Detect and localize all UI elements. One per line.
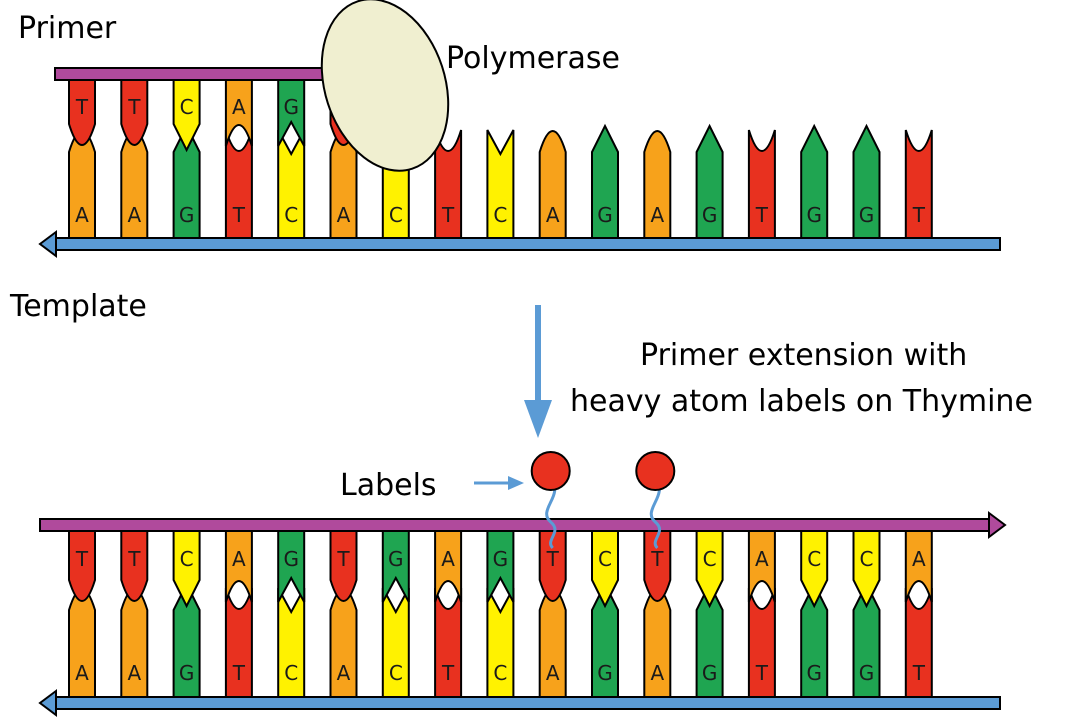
bottom-primer-base-letter: T	[75, 547, 89, 571]
polymerase-shape	[320, 0, 450, 172]
bottom-primer-base-letter: G	[493, 547, 509, 571]
bottom-template-base-letter: G	[597, 661, 613, 685]
process-down-arrow	[524, 305, 552, 438]
top-template-base-letter: T	[232, 203, 246, 227]
extension-caption-line1: Primer extension with	[640, 338, 967, 373]
top-template-base-A	[538, 130, 567, 241]
bottom-primer-base-T	[329, 529, 358, 602]
top-template-base-letter: G	[702, 203, 718, 227]
top-template-base-letter: A	[337, 203, 351, 227]
top-template-base-letter: G	[597, 203, 613, 227]
bottom-primer-base-letter: G	[283, 547, 299, 571]
top-template-base-letter: T	[755, 203, 769, 227]
bottom-template-base-letter: A	[650, 661, 664, 685]
top-template-arrow	[38, 230, 1001, 258]
bottom-primer-base-A	[434, 529, 463, 603]
top-template-base-letter: A	[75, 203, 89, 227]
bottom-primer-base-letter: C	[598, 547, 612, 571]
bottom-template-base-letter: C	[284, 661, 298, 685]
top-template-base-T	[904, 129, 933, 241]
top-primer-base-letter: A	[232, 95, 246, 119]
bottom-primer-base-letter: C	[860, 547, 874, 571]
bottom-template-base-letter: G	[806, 661, 822, 685]
bottom-template-base-letter: A	[75, 661, 89, 685]
bottom-template-base-letter: T	[232, 661, 246, 685]
top-primer-base-letter: T	[127, 95, 141, 119]
labels-pointer-arrow	[474, 476, 524, 490]
bottom-primer-arrow	[39, 511, 1007, 539]
bottom-primer-base-letter: C	[807, 547, 821, 571]
bottom-template-base-letter: A	[546, 661, 560, 685]
bottom-primer-base-letter: C	[703, 547, 717, 571]
bottom-template-base-letter: T	[912, 661, 926, 685]
template-label: Template	[9, 289, 147, 324]
label-linker	[649, 478, 662, 550]
bottom-primer-base-T	[68, 529, 96, 602]
bottom-primer-base-letter: T	[650, 547, 664, 571]
top-template-base-letter: G	[806, 203, 822, 227]
label-linker	[545, 478, 557, 550]
top-template-base-letter: A	[127, 203, 141, 227]
top-template-base-letter: T	[441, 203, 455, 227]
bottom-primer-base-A	[224, 529, 253, 603]
bottom-primer-base-T	[643, 529, 672, 602]
bottom-primer-base-letter: C	[180, 547, 194, 571]
bottom-primer-base-letter: A	[755, 547, 769, 571]
top-primer-base-T	[68, 77, 96, 146]
bottom-template-base-letter: G	[859, 661, 875, 685]
bottom-primer-base-A	[747, 529, 776, 603]
bottom-template-base-letter: T	[441, 661, 455, 685]
bottom-primer-base-letter: T	[336, 547, 350, 571]
bottom-template-arrow	[38, 689, 1001, 717]
top-primer-base-A	[224, 77, 253, 147]
top-template-base-letter: C	[493, 203, 507, 227]
label-bead	[635, 451, 676, 491]
bottom-template-base-letter: T	[755, 661, 769, 685]
top-template-base-letter: A	[650, 203, 664, 227]
bottom-template-base-letter: A	[127, 661, 141, 685]
top-primer-base-letter: C	[180, 95, 194, 119]
top-template-base-letter: G	[859, 203, 875, 227]
bottom-primer-base-letter: G	[388, 547, 404, 571]
top-primer-base-letter: G	[283, 95, 299, 119]
top-template-base-letter: C	[284, 203, 298, 227]
bottom-primer-base-A	[904, 529, 933, 603]
bottom-template-base-letter: G	[179, 661, 195, 685]
top-template-base-letter: C	[389, 203, 403, 227]
bottom-template-base-letter: C	[493, 661, 507, 685]
bottom-template-base-letter: G	[702, 661, 718, 685]
polymerase-label: Polymerase	[446, 41, 620, 76]
top-template-base-T	[747, 129, 776, 241]
labels-caption: Labels	[340, 468, 437, 503]
bottom-template-base-letter: A	[337, 661, 351, 685]
top-template-base-letter: T	[912, 203, 926, 227]
bottom-primer-base-T	[538, 529, 567, 602]
top-template-base-letter: G	[179, 203, 195, 227]
extension-caption-line2: heavy atom labels on Thymine	[570, 384, 1033, 419]
bottom-primer-base-letter: A	[441, 547, 455, 571]
top-template-base-A	[643, 130, 672, 241]
bottom-primer-base-letter: A	[912, 547, 926, 571]
label-bead	[530, 451, 571, 491]
top-template-base-letter: A	[546, 203, 560, 227]
bottom-primer-base-letter: A	[232, 547, 246, 571]
bottom-primer-base-letter: T	[127, 547, 141, 571]
top-primer-base-letter: T	[75, 95, 89, 119]
heavy-atom-labels	[530, 451, 676, 550]
top-primer-base-T	[120, 77, 149, 146]
primer-label: Primer	[18, 11, 117, 46]
bottom-primer-base-letter: T	[546, 547, 560, 571]
bottom-primer-base-T	[120, 529, 149, 602]
bottom-template-base-letter: C	[389, 661, 403, 685]
